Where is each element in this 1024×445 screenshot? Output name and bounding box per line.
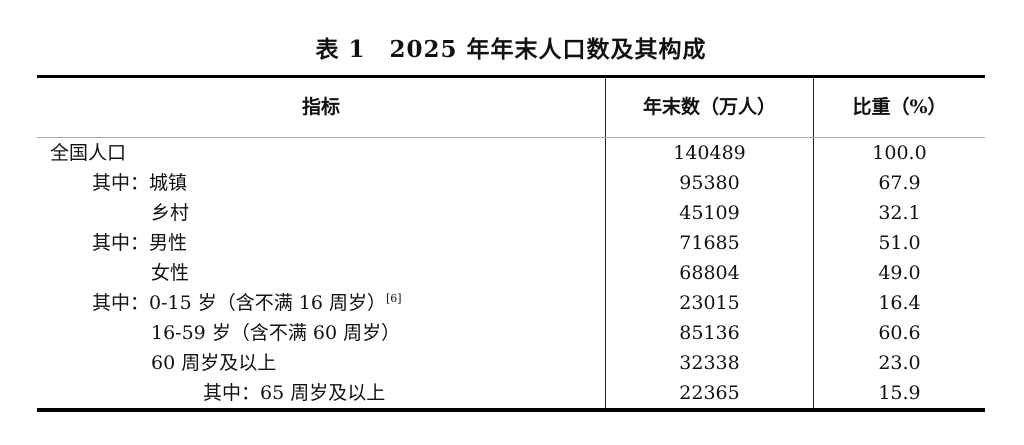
share-cell: 100.0 [813,138,985,168]
share-cell: 23.0 [813,348,985,378]
indicator-label: 其中：0-15 岁（含不满 16 周岁） [92,292,386,314]
table-row: 女性 68804 49.0 [37,258,985,288]
value-cell: 140489 [605,138,813,168]
indicator-label: 女性 [151,262,190,284]
table-row: 16-59 岁（含不满 60 周岁） 85136 60.6 [37,318,985,348]
indicator-label: 16-59 岁（含不满 60 周岁） [151,322,401,344]
value-cell: 95380 [605,168,813,198]
share-cell: 32.1 [813,198,985,228]
header-value: 年末数（万人） [605,78,813,137]
share-cell: 49.0 [813,258,985,288]
table-row: 其中：城镇 95380 67.9 [37,168,985,198]
indicator-cell: 16-59 岁（含不满 60 周岁） [37,318,605,348]
table-row: 60 周岁及以上 32338 23.0 [37,348,985,378]
indicator-label: 乡村 [151,202,190,224]
table-row: 其中：男性 71685 51.0 [37,228,985,258]
indicator-cell: 全国人口 [37,138,605,168]
table-row: 乡村 45109 32.1 [37,198,985,228]
value-cell: 22365 [605,378,813,408]
value-cell: 68804 [605,258,813,288]
share-cell: 16.4 [813,288,985,318]
share-cell: 67.9 [813,168,985,198]
indicator-cell: 其中：城镇 [37,168,605,198]
table-row: 其中：65 周岁及以上 22365 15.9 [37,378,985,408]
indicator-cell: 60 周岁及以上 [37,348,605,378]
share-cell: 51.0 [813,228,985,258]
share-cell: 15.9 [813,378,985,408]
value-cell: 32338 [605,348,813,378]
share-cell: 60.6 [813,318,985,348]
value-cell: 71685 [605,228,813,258]
indicator-cell: 乡村 [37,198,605,228]
table-row: 全国人口 140489 100.0 [37,138,985,168]
indicator-label: 其中：城镇 [92,172,188,194]
indicator-label: 全国人口 [50,142,127,164]
table-row: 其中：0-15 岁（含不满 16 周岁）[6] 23015 16.4 [37,288,985,318]
indicator-label: 其中：男性 [92,232,188,254]
indicator-cell: 女性 [37,258,605,288]
indicator-cell: 其中：男性 [37,228,605,258]
indicator-label: 60 周岁及以上 [151,352,277,374]
indicator-cell: 其中：0-15 岁（含不满 16 周岁）[6] [37,288,605,318]
indicator-label: 其中：65 周岁及以上 [203,382,386,404]
indicator-cell: 其中：65 周岁及以上 [37,378,605,408]
footnote-ref: [6] [385,292,402,305]
header-indicator: 指标 [301,96,340,118]
table-title: 表 1 2025 年年末人口数及其构成 [315,36,707,63]
value-cell: 85136 [605,318,813,348]
population-table: 指标 年末数（万人） 比重（%） 全国人口 140489 100.0 其中：城镇… [37,75,985,412]
value-cell: 45109 [605,198,813,228]
value-cell: 23015 [605,288,813,318]
table-header-row: 指标 年末数（万人） 比重（%） [37,78,985,138]
header-share: 比重（%） [813,78,985,137]
